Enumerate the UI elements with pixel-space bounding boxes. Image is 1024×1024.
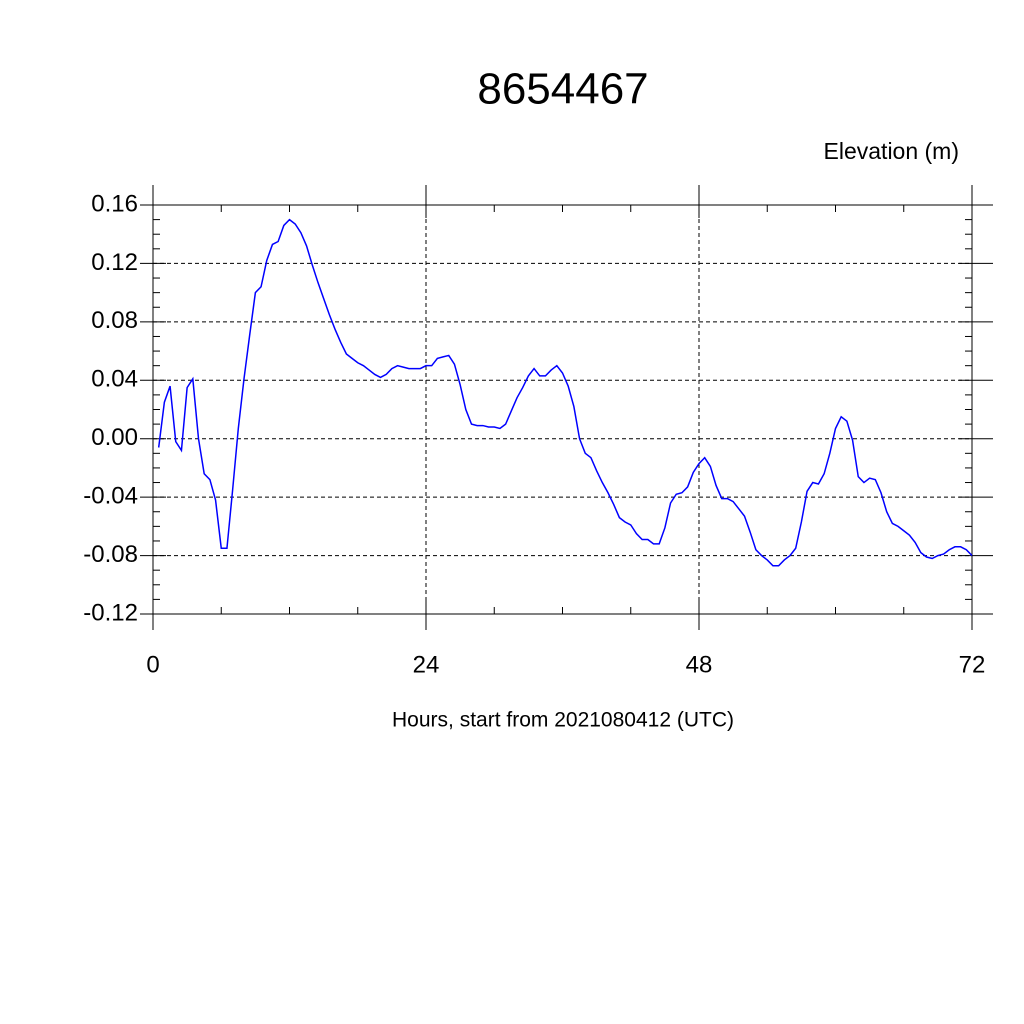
y-tick-label: -0.04 [83, 482, 138, 509]
x-tick-label: 0 [146, 651, 159, 678]
data-line [157, 218, 973, 567]
y-tick-label: 0.08 [91, 307, 138, 334]
y-tick-label: 0.16 [91, 190, 138, 217]
chart-title: 8654467 [477, 65, 648, 114]
y-tick-label: -0.12 [83, 599, 138, 626]
y-tick-label: 0.00 [91, 424, 138, 451]
x-tick-label: 72 [959, 651, 986, 678]
x-tick-label: 24 [413, 651, 440, 678]
x-tick-label: 48 [686, 651, 713, 678]
y-tick-label: 0.04 [91, 366, 138, 393]
y-tick-label: 0.12 [91, 249, 138, 276]
plot-frame [152, 204, 973, 615]
y-tick-label: -0.08 [83, 541, 138, 568]
y-axis-title: Elevation (m) [824, 138, 959, 164]
x-axis-title: Hours, start from 2021080412 (UTC) [392, 709, 734, 732]
